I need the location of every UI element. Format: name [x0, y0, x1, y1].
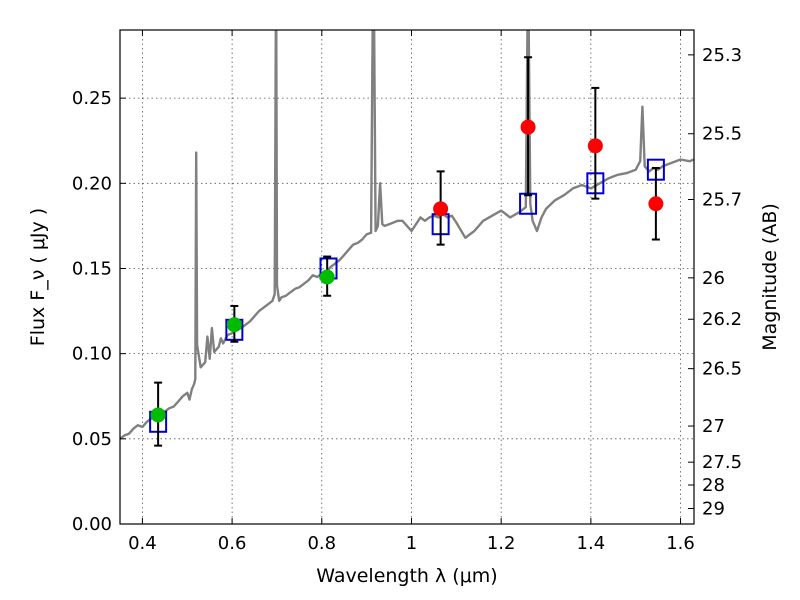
photometry-point: [587, 138, 603, 154]
y-tick-label: 0.15: [72, 258, 112, 279]
y2-tick-label: 25.5: [702, 124, 742, 145]
y-tick-label: 0.10: [72, 344, 112, 365]
y2-tick-label: 28: [702, 475, 725, 496]
y2-tick-label: 29: [702, 498, 725, 519]
photometry-point: [433, 201, 449, 217]
y2-tick-label: 25.7: [702, 189, 742, 210]
photometry-point: [319, 269, 335, 285]
y-tick-label: 0.05: [72, 429, 112, 450]
y2-axis-label: Magnitude (AB): [759, 203, 781, 351]
markers: [149, 56, 665, 447]
x-tick-label: 0.4: [128, 533, 157, 554]
spectrum-line: [120, 30, 694, 440]
grid: [120, 30, 694, 525]
y2-tick-label: 27: [702, 416, 725, 437]
y2-tick-label: 25.3: [702, 45, 742, 66]
x-axis-label: Wavelength λ (μm): [316, 565, 497, 587]
y2-tick-label: 26.2: [702, 309, 742, 330]
photometry-point: [150, 407, 166, 423]
x-tick-label: 1.2: [487, 533, 516, 554]
x-tick-label: 0.6: [218, 533, 247, 554]
x-tick-label: 1: [406, 533, 417, 554]
y2-tick-label: 26: [702, 268, 725, 289]
y-tick-label: 0.20: [72, 173, 112, 194]
y-axis-label: Flux F_ν ( μJy ): [27, 208, 49, 346]
y-tick-label: 0.25: [72, 88, 112, 109]
photometry-point: [226, 317, 242, 333]
plot-frame: [119, 29, 695, 525]
y2-tick-label: 26.5: [702, 359, 742, 380]
x-tick-label: 1.6: [666, 533, 695, 554]
x-tick-label: 0.8: [307, 533, 336, 554]
plot-area: [120, 30, 694, 440]
axes: 0.4 0.6 0.8 1 1.2 1.4 1.6 0.00 0.05 0.10 0.15 0.20 0…: [72, 30, 742, 554]
y2-tick-label: 27.5: [702, 452, 742, 473]
y-tick-label: 0.00: [72, 514, 112, 535]
photometry-point: [520, 119, 536, 135]
photometry-point: [648, 196, 664, 212]
x-tick-label: 1.4: [577, 533, 606, 554]
